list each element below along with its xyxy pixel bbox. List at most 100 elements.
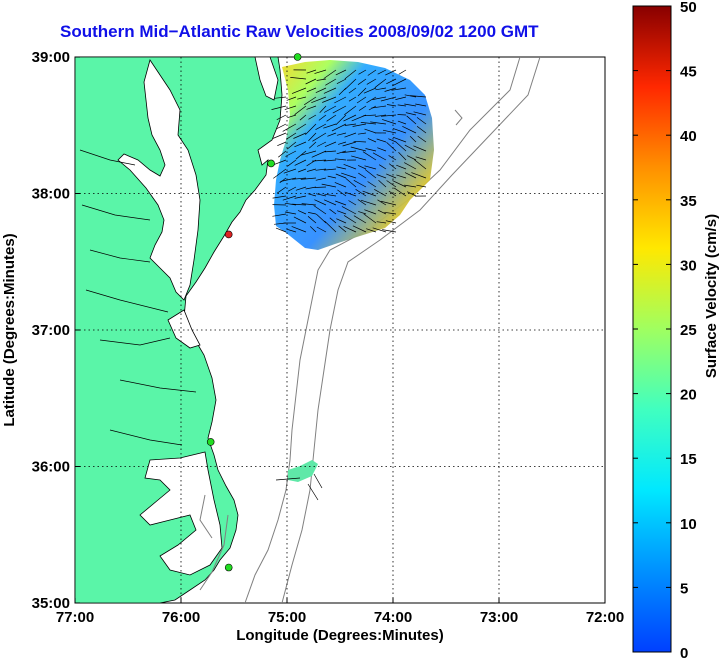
colorbar-tick-label: 0 xyxy=(680,645,688,659)
velocity-vector xyxy=(313,205,327,215)
velocity-vector xyxy=(342,150,357,153)
velocity-vector xyxy=(294,159,307,166)
velocity-vector xyxy=(336,166,347,170)
velocity-vector xyxy=(416,184,427,188)
velocity-vector xyxy=(350,146,367,152)
velocity-vector xyxy=(357,87,367,97)
velocity-vector xyxy=(315,177,327,181)
velocity-vector xyxy=(276,186,287,194)
velocity-vector xyxy=(312,159,327,162)
velocity-vector xyxy=(371,105,387,109)
velocity-vector xyxy=(308,141,317,149)
colorbar xyxy=(632,5,672,653)
hf-radar-stations xyxy=(206,53,302,572)
colorbar-tick-label: 15 xyxy=(680,451,697,468)
colorbar-tick-label: 50 xyxy=(680,0,697,16)
velocity-vector xyxy=(366,96,377,104)
velocity-vector xyxy=(377,209,387,215)
velocity-vector xyxy=(326,114,337,122)
velocity-vector xyxy=(297,96,307,100)
latitude-ticks: 35:00 36:00 37:00 38:00 39:00 xyxy=(32,49,80,612)
velocity-vector xyxy=(305,123,317,136)
velocity-vector xyxy=(351,155,367,161)
velocity-vector xyxy=(286,141,297,150)
velocity-vector xyxy=(388,138,397,143)
velocity-vector xyxy=(316,78,327,81)
radar-station xyxy=(224,563,233,572)
radar-station xyxy=(267,159,275,168)
velocity-vector xyxy=(273,168,287,179)
velocity-field xyxy=(274,60,434,250)
velocity-vector xyxy=(287,186,297,192)
velocity-vector xyxy=(311,150,327,158)
x-tick-label: 75:00 xyxy=(268,609,306,626)
velocity-vector xyxy=(336,78,347,85)
velocity-vector xyxy=(300,177,317,180)
velocity-vector xyxy=(275,227,287,233)
velocity-vector xyxy=(343,225,357,233)
colorbar-tick-label: 5 xyxy=(680,580,688,597)
x-tick-label: 72:00 xyxy=(586,609,624,626)
y-tick-label: 38:00 xyxy=(32,186,70,203)
velocity-vector xyxy=(295,150,307,160)
velocity-vector xyxy=(335,200,347,206)
velocity-vector xyxy=(291,87,307,94)
velocity-vector xyxy=(280,177,297,182)
velocity-vector xyxy=(335,173,347,179)
velocity-vector xyxy=(348,87,357,94)
velocity-vector xyxy=(311,96,327,104)
velocity-vector xyxy=(355,189,367,197)
velocity-vector xyxy=(276,123,287,130)
velocity-vector xyxy=(306,87,317,93)
velocity-vector xyxy=(385,69,397,76)
y-tick-label: 39:00 xyxy=(32,49,70,66)
velocity-vector xyxy=(338,87,347,96)
colorbar-tick-label: 30 xyxy=(680,257,697,274)
velocity-vector xyxy=(314,69,327,74)
velocity-vector xyxy=(334,158,347,161)
velocity-vector xyxy=(358,69,367,75)
velocity-vector xyxy=(304,96,317,106)
velocity-vector xyxy=(282,123,297,132)
velocity-vector xyxy=(293,216,307,224)
velocity-vector xyxy=(352,123,367,127)
chesapeake-bay xyxy=(117,59,201,301)
velocity-vector xyxy=(366,228,377,233)
velocity-vector xyxy=(392,136,407,143)
velocity-vector xyxy=(367,181,377,188)
velocity-vector xyxy=(374,188,387,197)
velocity-vector xyxy=(348,96,357,102)
velocity-vector xyxy=(388,155,397,161)
velocity-vector xyxy=(301,203,317,206)
velocity-vector xyxy=(316,226,327,233)
velocity-vector xyxy=(341,206,357,215)
velocity-vector xyxy=(406,115,417,125)
velocity-vector xyxy=(344,78,357,91)
velocity-vector xyxy=(338,225,347,233)
velocity-vector xyxy=(323,123,337,129)
x-tick-label: 74:00 xyxy=(374,609,412,626)
velocity-vector xyxy=(384,87,397,92)
velocity-vector xyxy=(391,87,407,91)
velocity-vector xyxy=(343,215,357,224)
velocity-vector xyxy=(294,105,307,115)
velocity-vector xyxy=(377,199,387,206)
velocity-vector xyxy=(315,87,327,94)
velocity-vector xyxy=(287,114,297,119)
velocity-vector xyxy=(286,132,297,140)
velocity-vector xyxy=(345,178,357,188)
velocity-vector xyxy=(296,123,307,131)
colorbar-tick-label: 10 xyxy=(680,516,697,533)
velocity-vector xyxy=(413,111,427,116)
colorbar-ticks: 0 5 10 15 20 25 30 35 40 45 50 xyxy=(633,0,697,659)
velocity-vector xyxy=(324,150,337,153)
colorbar-tick-label: 20 xyxy=(680,387,697,404)
velocity-vector xyxy=(336,132,347,136)
velocity-vector xyxy=(272,132,287,139)
velocity-vector xyxy=(287,159,297,167)
velocity-vector xyxy=(376,221,387,224)
velocity-vector xyxy=(272,195,287,199)
velocity-vector xyxy=(404,103,417,107)
velocity-vector xyxy=(329,208,337,215)
velocity-vector xyxy=(286,228,297,233)
